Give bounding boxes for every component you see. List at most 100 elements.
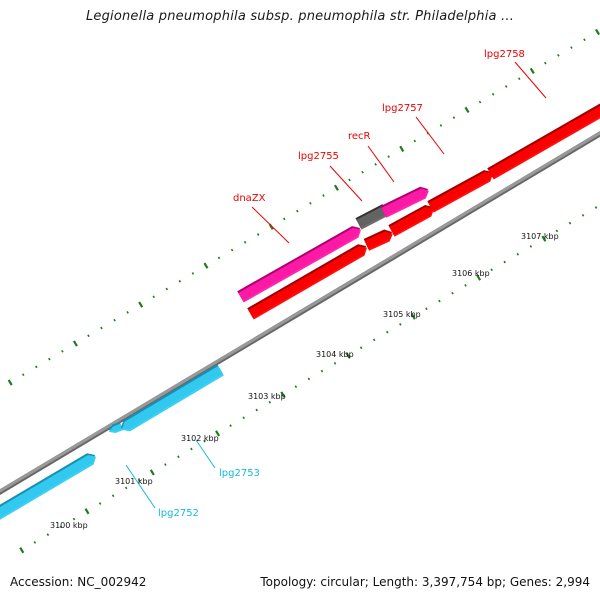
minor-tick bbox=[203, 439, 206, 443]
leader-lpg2753 bbox=[195, 439, 216, 469]
gene-lpg2757a[interactable] bbox=[388, 205, 434, 237]
minor-tick bbox=[268, 400, 272, 404]
accession-text: Accession: NC_002942 bbox=[10, 575, 147, 589]
minor-tick bbox=[555, 229, 559, 233]
major-tick bbox=[476, 274, 482, 281]
gene-lpg2753[interactable] bbox=[121, 364, 224, 432]
minor-tick bbox=[361, 170, 364, 174]
minor-tick bbox=[217, 256, 221, 260]
scale-label-3103: 3103 kbp bbox=[248, 392, 286, 401]
minor-tick bbox=[490, 268, 493, 272]
gene-label-dnaZX[interactable]: dnaZX bbox=[233, 193, 266, 204]
backbone-line bbox=[0, 131, 600, 493]
outer-tick-track bbox=[7, 28, 600, 386]
gene-recR-pink[interactable] bbox=[380, 186, 429, 218]
genome-backbone bbox=[0, 131, 600, 495]
scale-label-3106: 3106 kbp bbox=[452, 269, 490, 278]
major-tick bbox=[345, 352, 351, 359]
minor-tick bbox=[583, 38, 586, 42]
gene-dnaZX[interactable] bbox=[237, 226, 361, 303]
gene-features bbox=[0, 98, 600, 520]
gene-lpg2758[interactable] bbox=[487, 98, 600, 180]
leader-lpg2752 bbox=[125, 464, 156, 509]
minor-tick bbox=[100, 326, 103, 330]
major-tick bbox=[203, 262, 209, 269]
minor-tick bbox=[61, 349, 64, 353]
minor-tick bbox=[516, 252, 520, 256]
minor-tick bbox=[594, 206, 598, 209]
minor-tick bbox=[568, 221, 572, 225]
major-tick bbox=[7, 379, 13, 386]
major-tick bbox=[410, 313, 416, 320]
minor-tick bbox=[333, 361, 337, 365]
minor-tick bbox=[98, 502, 102, 505]
minor-tick bbox=[322, 194, 325, 197]
gene-label-lpg2757[interactable]: lpg2757 bbox=[382, 103, 423, 114]
minor-tick bbox=[557, 53, 560, 57]
minor-tick bbox=[413, 139, 417, 143]
map-title: Legionella pneumophila subsp. pneumophil… bbox=[85, 9, 515, 24]
minor-tick bbox=[87, 334, 90, 338]
minor-tick bbox=[72, 517, 76, 521]
gene-label-lpg2758[interactable]: lpg2758 bbox=[484, 49, 525, 60]
gene-lpg2755b[interactable] bbox=[363, 229, 393, 251]
minor-tick bbox=[152, 295, 155, 299]
scale-label-3100: 3100 kbp bbox=[50, 521, 88, 530]
minor-tick bbox=[177, 455, 180, 459]
major-tick bbox=[464, 106, 470, 113]
minor-tick bbox=[165, 287, 169, 291]
minor-tick bbox=[399, 322, 402, 326]
minor-tick bbox=[544, 61, 547, 65]
major-tick bbox=[595, 28, 600, 36]
minor-tick bbox=[348, 178, 351, 182]
gene-label-lpg2752[interactable]: lpg2752 bbox=[158, 508, 199, 519]
major-tick bbox=[138, 301, 144, 308]
minor-tick bbox=[35, 365, 38, 369]
minor-tick bbox=[307, 377, 311, 381]
gene-lpg2757[interactable] bbox=[427, 170, 493, 213]
minor-tick bbox=[374, 163, 377, 166]
minor-tick bbox=[387, 155, 390, 158]
minor-tick bbox=[309, 201, 312, 205]
major-tick bbox=[333, 184, 339, 191]
gene-lpg2755[interactable] bbox=[247, 244, 368, 320]
scale-label-3107: 3107 kbp bbox=[521, 232, 559, 241]
minor-tick bbox=[438, 299, 441, 303]
gene-label-lpg2755[interactable]: lpg2755 bbox=[298, 151, 339, 162]
gene-label-lpg2753[interactable]: lpg2753 bbox=[219, 468, 260, 479]
minor-tick bbox=[503, 260, 506, 264]
label-leaders bbox=[125, 61, 547, 509]
minor-tick bbox=[478, 100, 482, 104]
gene-lpg2753-tip[interactable] bbox=[108, 421, 123, 433]
leader-lpg2757 bbox=[415, 116, 445, 155]
major-tick bbox=[72, 340, 78, 347]
major-tick bbox=[280, 391, 286, 398]
leader-dnaZX bbox=[251, 206, 290, 244]
minor-tick bbox=[137, 478, 141, 482]
minor-tick bbox=[425, 307, 428, 311]
minor-tick bbox=[230, 248, 234, 252]
scale-label-3105: 3105 kbp bbox=[383, 310, 421, 319]
minor-tick bbox=[126, 311, 129, 314]
minor-tick bbox=[164, 463, 167, 466]
gene-recR[interactable] bbox=[355, 204, 389, 230]
minor-tick bbox=[294, 385, 298, 389]
minor-tick bbox=[33, 541, 37, 544]
minor-tick bbox=[178, 279, 182, 283]
minor-tick bbox=[283, 217, 286, 221]
minor-tick bbox=[359, 346, 363, 350]
major-tick bbox=[19, 547, 25, 554]
minor-tick bbox=[255, 408, 258, 412]
minor-tick bbox=[296, 209, 299, 213]
leader-lpg2758 bbox=[514, 61, 547, 99]
major-tick bbox=[215, 430, 221, 437]
major-tick bbox=[399, 145, 405, 152]
gene-lpg2752[interactable] bbox=[0, 453, 97, 520]
major-tick bbox=[541, 235, 547, 242]
minor-tick bbox=[452, 116, 456, 120]
scale-label-3101: 3101 kbp bbox=[115, 477, 153, 486]
minor-tick bbox=[21, 373, 25, 377]
gene-label-recR[interactable]: recR bbox=[348, 131, 371, 142]
minor-tick bbox=[464, 284, 467, 287]
